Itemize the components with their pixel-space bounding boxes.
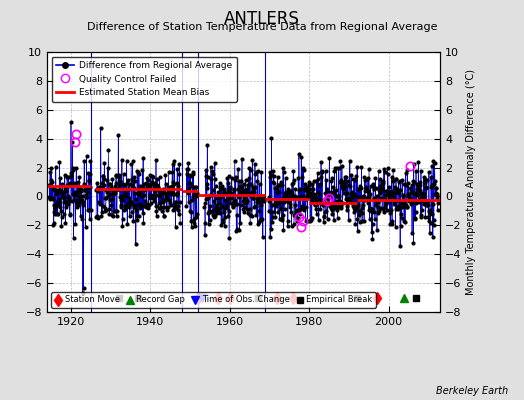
Text: Berkeley Earth: Berkeley Earth: [436, 386, 508, 396]
Text: Difference of Station Temperature Data from Regional Average: Difference of Station Temperature Data f…: [87, 22, 437, 32]
Legend: Station Move, Record Gap, Time of Obs. Change, Empirical Break: Station Move, Record Gap, Time of Obs. C…: [51, 292, 376, 308]
Y-axis label: Monthly Temperature Anomaly Difference (°C): Monthly Temperature Anomaly Difference (…: [466, 69, 476, 295]
Text: ANTLERS: ANTLERS: [224, 10, 300, 28]
